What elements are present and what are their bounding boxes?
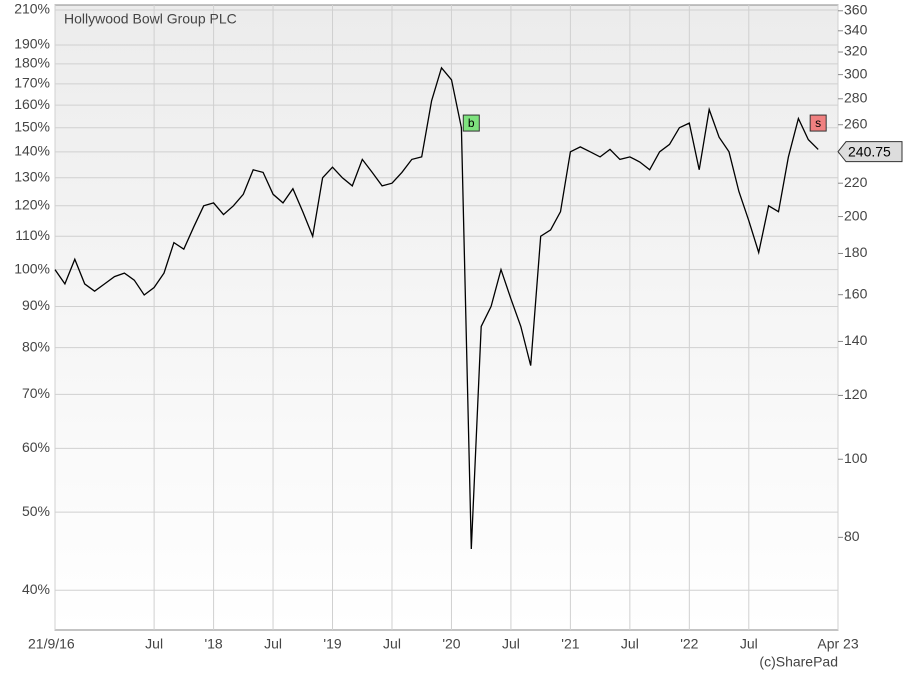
plot-area	[54, 4, 839, 631]
y-tick-label: 210%	[14, 1, 50, 17]
y2-tick-label: 100	[844, 450, 868, 466]
y2-tick-label: 360	[844, 1, 868, 17]
last-price-label: 240.75	[848, 143, 891, 159]
y2-tick-label: 340	[844, 22, 868, 38]
x-tick-label: Jul	[502, 636, 520, 652]
y2-tick-label: 260	[844, 115, 868, 131]
y-tick-label: 40%	[22, 581, 50, 597]
y-tick-label: 170%	[14, 75, 50, 91]
y2-tick-label: 200	[844, 207, 868, 223]
credit: (c)SharePad	[759, 654, 838, 670]
chart-title: Hollywood Bowl Group PLC	[64, 11, 237, 27]
trade-marker-label: b	[468, 116, 475, 130]
y-tick-label: 130%	[14, 168, 50, 184]
y-tick-label: 60%	[22, 439, 50, 455]
y-tick-label: 150%	[14, 118, 50, 134]
y-tick-label: 180%	[14, 55, 50, 71]
y2-tick-label: 140	[844, 332, 868, 348]
price-line	[54, 66, 819, 550]
x-tick-label: '18	[204, 636, 222, 652]
y-tick-label: 100%	[14, 260, 50, 276]
x-tick-label: Jul	[621, 636, 639, 652]
x-tick-label: '22	[680, 636, 698, 652]
x-tick-label: Jul	[383, 636, 401, 652]
x-tick-label: Jul	[145, 636, 163, 652]
y2-tick-label: 80	[844, 528, 860, 544]
y2-tick-label: 180	[844, 244, 868, 260]
y2-tick-label: 160	[844, 285, 868, 301]
y-tick-label: 120%	[14, 196, 50, 212]
y-tick-label: 50%	[22, 503, 50, 519]
y-tick-label: 80%	[22, 338, 50, 354]
y2-tick-label: 320	[844, 43, 868, 59]
x-tick-label: '21	[561, 636, 579, 652]
x-tick-label: Jul	[264, 636, 282, 652]
y-tick-label: 160%	[14, 96, 50, 112]
x-tick-label: '19	[323, 636, 341, 652]
trade-marker	[809, 114, 827, 132]
y-tick-label: 190%	[14, 36, 50, 52]
y2-tick-label: 220	[844, 174, 868, 190]
y2-tick-label: 300	[844, 65, 868, 81]
trade-marker-label: s	[815, 116, 821, 130]
x-tick-label: '20	[442, 636, 460, 652]
x-tick-label: 21/9/16	[28, 636, 75, 652]
y-tick-label: 90%	[22, 297, 50, 313]
y-tick-label: 70%	[22, 385, 50, 401]
y-tick-label: 140%	[14, 143, 50, 159]
x-tick-label: Apr 23	[817, 636, 858, 652]
last-price-box	[837, 141, 903, 163]
y2-tick-label: 120	[844, 386, 868, 402]
y2-tick-label: 280	[844, 89, 868, 105]
y-tick-label: 110%	[15, 227, 50, 243]
x-tick-label: Jul	[740, 636, 758, 652]
trade-marker	[462, 114, 480, 132]
